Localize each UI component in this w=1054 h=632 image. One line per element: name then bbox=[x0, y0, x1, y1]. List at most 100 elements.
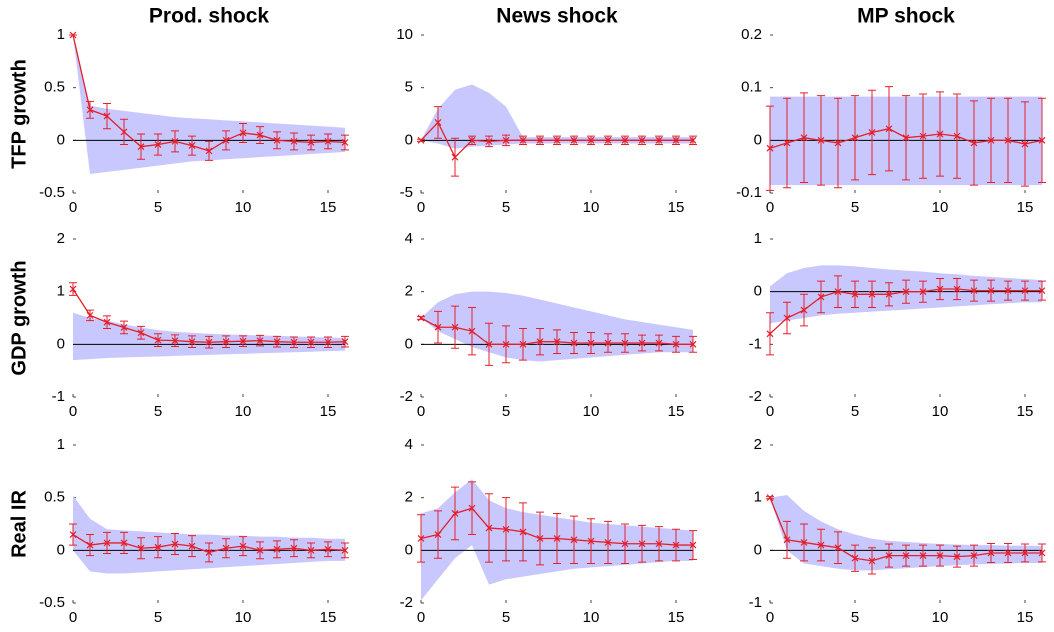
x-tick-label: 10 bbox=[583, 199, 600, 216]
marker bbox=[205, 147, 213, 155]
marker bbox=[154, 141, 162, 148]
marker bbox=[536, 535, 544, 542]
marker bbox=[868, 129, 876, 136]
marker bbox=[341, 139, 349, 146]
marker bbox=[273, 136, 281, 144]
x-tick-label: 10 bbox=[583, 403, 600, 420]
marker bbox=[417, 314, 425, 322]
x-tick-label: 15 bbox=[668, 609, 685, 626]
marker bbox=[783, 536, 791, 544]
marker bbox=[171, 540, 179, 548]
y-axis-label: GDP growth bbox=[8, 260, 30, 375]
marker bbox=[800, 306, 808, 314]
marker bbox=[672, 541, 680, 549]
marker bbox=[783, 139, 791, 147]
marker bbox=[485, 524, 493, 532]
marker bbox=[273, 545, 281, 553]
marker bbox=[902, 134, 910, 142]
x-tick-label: 15 bbox=[668, 403, 685, 420]
marker bbox=[570, 339, 578, 347]
marker bbox=[1038, 136, 1046, 144]
marker bbox=[834, 139, 842, 147]
marker bbox=[1038, 549, 1046, 557]
y-tick-label: -2 bbox=[400, 594, 413, 611]
y-tick-label: 0 bbox=[405, 131, 413, 148]
marker bbox=[851, 554, 859, 562]
marker bbox=[553, 535, 561, 542]
y-tick-label: 1 bbox=[754, 230, 762, 247]
marker bbox=[800, 134, 808, 142]
marker bbox=[519, 528, 527, 536]
marker bbox=[1021, 287, 1029, 295]
marker bbox=[451, 510, 459, 517]
marker bbox=[69, 31, 77, 39]
marker bbox=[451, 153, 459, 161]
marker bbox=[536, 136, 544, 144]
marker bbox=[902, 552, 910, 560]
marker bbox=[256, 337, 264, 345]
marker bbox=[468, 136, 476, 144]
marker bbox=[987, 287, 995, 295]
x-tick-label: 0 bbox=[766, 403, 774, 420]
x-tick-label: 15 bbox=[320, 403, 337, 420]
x-tick-label: 10 bbox=[583, 609, 600, 626]
marker bbox=[103, 112, 111, 120]
marker bbox=[188, 542, 196, 550]
y-tick-label: 0 bbox=[754, 541, 762, 558]
marker bbox=[604, 136, 612, 144]
marker bbox=[689, 136, 697, 144]
marker bbox=[885, 125, 893, 133]
marker bbox=[638, 136, 646, 144]
marker bbox=[188, 338, 196, 346]
marker bbox=[655, 339, 663, 347]
x-tick-label: 15 bbox=[1017, 609, 1034, 626]
marker bbox=[970, 287, 978, 295]
y-tick-label: 0 bbox=[754, 131, 762, 148]
marker bbox=[587, 136, 595, 144]
y-tick-label: -0.5 bbox=[39, 594, 65, 611]
marker bbox=[970, 139, 978, 147]
confidence-band bbox=[421, 84, 693, 149]
marker bbox=[919, 132, 927, 140]
x-tick-label: 5 bbox=[154, 609, 162, 626]
marker bbox=[290, 338, 298, 346]
x-tick-label: 15 bbox=[1017, 403, 1034, 420]
marker bbox=[553, 338, 561, 346]
marker bbox=[468, 504, 476, 512]
marker bbox=[290, 544, 298, 552]
marker bbox=[766, 494, 774, 502]
marker bbox=[766, 144, 774, 152]
marker bbox=[987, 136, 995, 144]
marker bbox=[417, 136, 425, 144]
marker bbox=[154, 336, 162, 344]
marker bbox=[834, 544, 842, 552]
marker bbox=[188, 142, 196, 150]
marker bbox=[817, 541, 825, 549]
y-tick-label: 2 bbox=[754, 436, 762, 453]
marker bbox=[273, 338, 281, 346]
marker bbox=[222, 136, 230, 144]
marker bbox=[86, 541, 94, 549]
marker bbox=[222, 544, 230, 552]
marker bbox=[1004, 287, 1012, 295]
marker bbox=[341, 338, 349, 346]
y-tick-label: 10 bbox=[396, 26, 413, 43]
x-tick-label: 10 bbox=[932, 609, 949, 626]
marker bbox=[171, 137, 179, 145]
marker bbox=[638, 339, 646, 347]
marker bbox=[953, 132, 961, 140]
x-tick-label: 0 bbox=[69, 609, 77, 626]
marker bbox=[570, 536, 578, 544]
marker bbox=[434, 323, 442, 331]
marker bbox=[222, 338, 230, 346]
x-tick-label: 5 bbox=[502, 403, 510, 420]
y-tick-label: 0.5 bbox=[44, 489, 65, 506]
x-tick-label: 5 bbox=[851, 199, 859, 216]
marker bbox=[570, 136, 578, 144]
marker bbox=[885, 552, 893, 560]
marker bbox=[902, 288, 910, 296]
y-tick-label: -0.1 bbox=[736, 184, 762, 201]
marker bbox=[137, 329, 145, 337]
marker bbox=[638, 540, 646, 548]
marker bbox=[502, 525, 510, 533]
